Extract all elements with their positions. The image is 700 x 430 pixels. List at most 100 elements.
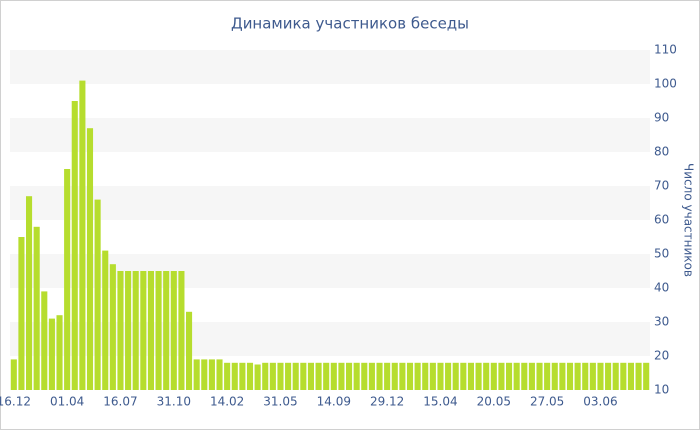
x-tick-label: 14.02	[210, 395, 244, 409]
bar	[498, 362, 505, 390]
y-tick-label: 80	[654, 145, 669, 159]
bar	[315, 362, 322, 390]
bar	[437, 362, 444, 390]
bar	[163, 271, 170, 390]
bar	[414, 362, 421, 390]
bar	[201, 359, 208, 390]
y-tick-label: 10	[654, 383, 669, 397]
bar	[475, 362, 482, 390]
x-tick-label: 03.06	[583, 395, 617, 409]
bar	[445, 362, 452, 390]
bar	[216, 359, 223, 390]
bar	[559, 362, 566, 390]
bar	[277, 362, 284, 390]
bar	[239, 362, 246, 390]
bar	[384, 362, 391, 390]
bar	[102, 250, 109, 390]
bar	[391, 362, 398, 390]
bar	[643, 362, 650, 390]
bar	[269, 362, 276, 390]
grid-band	[10, 322, 650, 356]
bar	[597, 362, 604, 390]
bar	[422, 362, 429, 390]
y-tick-label: 90	[654, 111, 669, 125]
y-tick-label: 100	[654, 77, 677, 91]
y-tick-label: 30	[654, 315, 669, 329]
bar	[452, 362, 459, 390]
x-tick-label: 31.10	[157, 395, 191, 409]
x-tick-label: 15.04	[423, 395, 457, 409]
bar	[483, 362, 490, 390]
bar	[10, 359, 17, 390]
y-axis-label: Число участников	[682, 163, 696, 277]
bar	[186, 311, 193, 390]
bar	[262, 362, 269, 390]
bar	[231, 362, 238, 390]
bar	[612, 362, 619, 390]
bar	[376, 362, 383, 390]
bar	[155, 271, 162, 390]
grid-band	[10, 186, 650, 220]
x-tick-label: 14.09	[317, 395, 351, 409]
bar	[635, 362, 642, 390]
bar	[26, 196, 33, 390]
bar	[254, 364, 261, 390]
bar	[193, 359, 200, 390]
bands	[10, 50, 650, 356]
bar	[132, 271, 139, 390]
bar	[521, 362, 528, 390]
y-tick-label: 70	[654, 179, 669, 193]
bar	[368, 362, 375, 390]
y-tick-label: 20	[654, 349, 669, 363]
bar	[323, 362, 330, 390]
bar	[94, 199, 101, 390]
bar	[490, 362, 497, 390]
bar	[140, 271, 147, 390]
bar	[353, 362, 360, 390]
bar	[125, 271, 132, 390]
x-tick-label: 31.05	[263, 395, 297, 409]
bar	[48, 318, 55, 390]
bar	[56, 315, 63, 390]
bar	[41, 291, 48, 390]
bar	[71, 101, 78, 390]
y-tick-label: 50	[654, 247, 669, 261]
bar	[307, 362, 314, 390]
bar	[566, 362, 574, 390]
x-tick-label: 27.05	[530, 395, 564, 409]
x-tick-label: 01.04	[50, 395, 84, 409]
bar	[582, 362, 589, 390]
bar	[18, 237, 25, 390]
bar	[551, 362, 558, 390]
x-tick-label: 16.07	[103, 395, 137, 409]
y-tick-label: 60	[654, 213, 669, 227]
bar	[399, 362, 406, 390]
bar	[338, 362, 345, 390]
bar	[109, 264, 116, 390]
x-tick-label: 20.05	[477, 395, 511, 409]
bar	[460, 362, 467, 390]
bar	[513, 362, 520, 390]
bar	[528, 362, 535, 390]
grid-band	[10, 118, 650, 152]
bar	[506, 362, 513, 390]
bar	[147, 271, 154, 390]
bar	[620, 362, 627, 390]
y-tick-label: 110	[654, 43, 677, 57]
bar	[246, 362, 254, 390]
bar	[627, 362, 634, 390]
bar	[178, 271, 185, 390]
grid-band	[10, 50, 650, 84]
y-tick-label: 40	[654, 281, 669, 295]
bar	[208, 359, 215, 390]
bar	[79, 80, 86, 390]
bar	[361, 362, 368, 390]
grid-band	[10, 254, 650, 288]
bar	[330, 362, 337, 390]
bar	[33, 226, 40, 390]
bar	[406, 362, 414, 390]
bar	[346, 362, 353, 390]
bar	[429, 362, 436, 390]
bar	[574, 362, 581, 390]
bar	[605, 362, 612, 390]
